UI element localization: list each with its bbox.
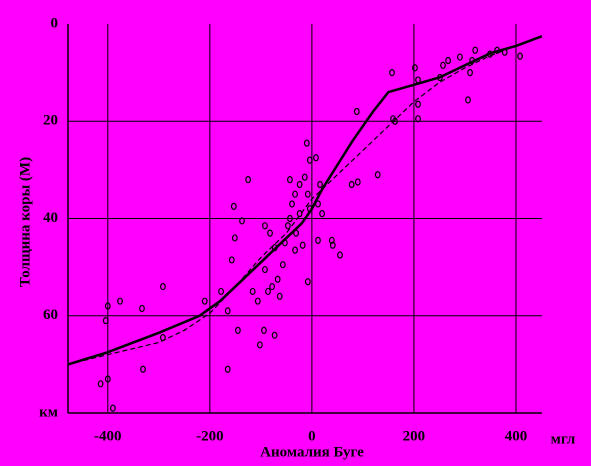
data-point: [104, 375, 111, 383]
x-axis-title: Аномалия Буге: [260, 444, 364, 460]
data-point: [329, 241, 336, 249]
data-point: [281, 239, 288, 247]
curve: [67, 35, 543, 365]
data-point: [254, 297, 261, 305]
data-point: [160, 282, 166, 291]
data-point: [412, 64, 418, 72]
data-point: [160, 334, 166, 342]
data-point: [487, 50, 493, 58]
data-point: [224, 365, 231, 373]
data-point: [109, 404, 116, 412]
data-point: [299, 241, 306, 249]
data-point: [303, 139, 310, 147]
data-point: [517, 52, 523, 60]
x-tick-label: -200: [196, 428, 224, 444]
data-point: [313, 154, 319, 162]
data-point: [328, 236, 335, 244]
data-point: [289, 200, 295, 208]
y-axis-title: Толщина коры (М): [17, 157, 33, 287]
data-point: [228, 256, 235, 264]
data-point: [267, 229, 273, 237]
data-point: [348, 180, 355, 189]
data-point: [230, 202, 237, 210]
data-point: [249, 287, 256, 296]
data-point: [117, 297, 123, 305]
data-point: [287, 214, 293, 223]
data-point: [440, 61, 446, 69]
data-point: [265, 287, 271, 296]
y-tick-label: 0: [51, 15, 59, 31]
data-point: [256, 341, 263, 349]
data-point: [374, 171, 381, 179]
data-point: [293, 229, 299, 237]
y-tick-label: 40: [43, 210, 58, 226]
data-point: [140, 365, 146, 373]
data-point: [306, 156, 313, 164]
data-point: [245, 176, 252, 184]
data-point: [501, 48, 508, 56]
data-point: [102, 317, 109, 325]
data-point: [201, 297, 208, 305]
data-point: [97, 380, 104, 388]
data-point: [104, 302, 111, 310]
data-point: [415, 76, 421, 84]
data-point: [415, 115, 421, 123]
data-point: [239, 217, 245, 225]
data-point: [296, 210, 303, 218]
data-point: [285, 222, 291, 230]
data-point: [301, 173, 308, 181]
data-point: [269, 282, 275, 291]
data-point: [353, 107, 360, 116]
data-point: [292, 246, 298, 254]
data-point: [319, 210, 325, 218]
data-point: [287, 176, 293, 184]
x-tick-label: 200: [403, 428, 426, 444]
data-point: [304, 278, 311, 286]
data-point: [274, 275, 281, 283]
x-unit: мгл: [551, 431, 576, 447]
y-tick-label: км: [39, 404, 58, 420]
data-point: [317, 180, 323, 189]
x-tick-label: 400: [505, 428, 528, 444]
data-point: [296, 180, 303, 189]
data-point: [218, 287, 224, 296]
data-point: [392, 117, 398, 125]
data-point: [304, 190, 311, 198]
data-point: [231, 234, 238, 242]
data-point: [315, 236, 321, 244]
data-point: [415, 100, 421, 108]
y-tick-label: 20: [43, 113, 58, 129]
data-point: [337, 251, 343, 259]
data-point: [445, 56, 452, 65]
data-point: [262, 265, 268, 274]
data-point: [389, 69, 395, 77]
data-point: [261, 326, 267, 334]
data-point: [469, 56, 475, 65]
data-point: [354, 178, 361, 186]
data-point: [139, 304, 145, 313]
data-point: [292, 190, 298, 198]
curve: [67, 35, 543, 366]
data-point: [262, 222, 268, 230]
x-tick-label: 0: [308, 428, 316, 444]
data-point: [465, 96, 471, 104]
data-point: [456, 53, 463, 61]
data-point: [437, 73, 443, 82]
data-point: [271, 331, 278, 339]
data-point: [306, 205, 313, 213]
y-tick-label: 60: [43, 307, 58, 323]
data-point: [271, 244, 278, 252]
data-point: [467, 69, 473, 77]
data-point: [235, 326, 241, 334]
data-point: [224, 307, 231, 315]
data-point: [472, 46, 479, 54]
x-tick-label: -400: [94, 428, 122, 444]
data-point: [276, 292, 283, 300]
data-point: [315, 200, 321, 208]
data-point: [279, 261, 286, 269]
data-point: [494, 46, 501, 54]
